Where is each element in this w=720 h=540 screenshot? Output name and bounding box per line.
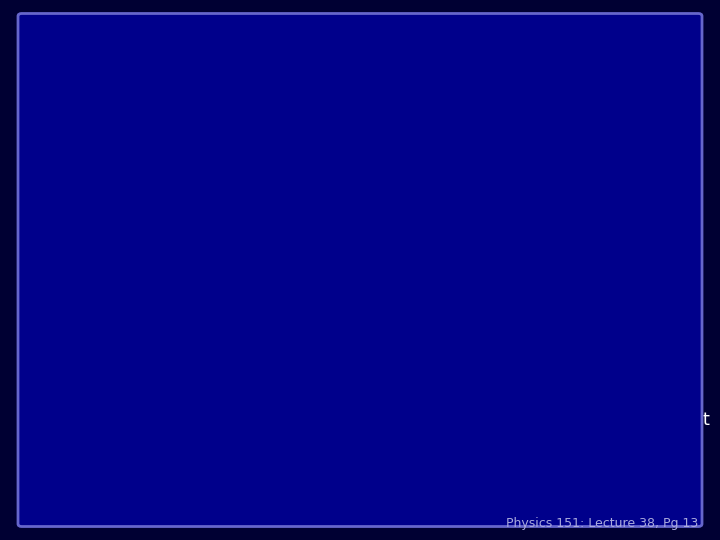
Text: cold: cold [215, 507, 240, 520]
Text: This technique is known as: This technique is known as [86, 201, 336, 219]
Text: = -Q: = -Q [250, 496, 294, 515]
Text: Physics 151: Lecture 38, Pg 13: Physics 151: Lecture 38, Pg 13 [506, 517, 698, 530]
Text: •: • [59, 201, 71, 221]
Text: One technique for measuring specific heat involves heating a
material, adding it: One technique for measuring specific hea… [86, 85, 642, 151]
Text: hot: hot [284, 507, 305, 520]
Text: The system of the sample and the water is: The system of the sample and the water i… [86, 318, 478, 336]
Text: Conservation of energy: Conservation of energy [86, 387, 297, 405]
Text: •: • [59, 85, 71, 105]
Text: calorimetry: calorimetry [217, 201, 320, 219]
Text: Q: Q [202, 496, 216, 515]
Text: çA calorimeter is a device in which this energy transfer
   takes place: çA calorimeter is a device in which this… [109, 260, 592, 301]
Text: requires that the amount of energy
that leaves the sample equals the amount of e: requires that the amount of energy that … [193, 387, 710, 454]
Text: •: • [59, 318, 71, 338]
Text: •: • [59, 387, 71, 407]
Text: isolated: isolated [291, 318, 362, 336]
Text: çCons. of Energy :: çCons. of Energy : [109, 496, 279, 514]
Text: Calorimetry: Calorimetry [282, 39, 438, 63]
